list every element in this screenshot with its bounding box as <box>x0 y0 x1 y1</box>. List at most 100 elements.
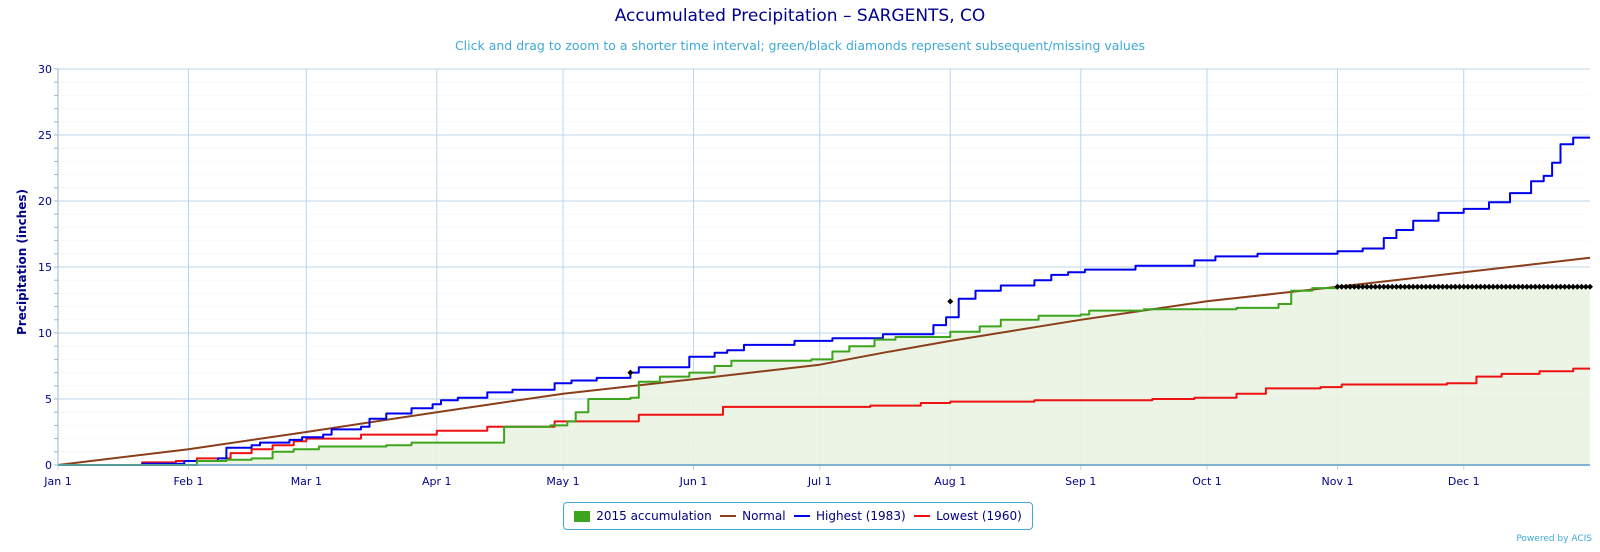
legend-item-lowest[interactable]: Lowest (1960) <box>914 509 1022 523</box>
y-axis-label: Precipitation (inches) <box>15 189 29 335</box>
missing-value-diamond <box>1536 283 1543 290</box>
x-tick-label: Sep 1 <box>1065 475 1096 488</box>
missing-value-diamond <box>1515 283 1522 290</box>
missing-value-diamond <box>1507 283 1514 290</box>
missing-value-diamond <box>1519 283 1526 290</box>
missing-value-diamond <box>1389 283 1396 290</box>
y-tick-label: 5 <box>45 393 52 406</box>
missing-value-diamond <box>1502 283 1509 290</box>
y-tick-label: 15 <box>38 261 52 274</box>
y-tick-label: 0 <box>45 459 52 472</box>
series-line-highest <box>58 136 1590 466</box>
missing-value-diamond <box>1363 283 1370 290</box>
accumulation-area <box>58 286 1590 465</box>
missing-value-diamond <box>1431 283 1438 290</box>
missing-value-diamond <box>1452 283 1459 290</box>
missing-value-diamond <box>1469 283 1476 290</box>
legend-label-accumulation: 2015 accumulation <box>596 509 712 523</box>
missing-value-diamond <box>1511 283 1518 290</box>
missing-value-diamond <box>1565 283 1572 290</box>
legend-swatch-lowest <box>914 515 931 517</box>
missing-value-diamond <box>1540 283 1547 290</box>
y-tick-label: 25 <box>38 129 52 142</box>
missing-value-diamond <box>1418 283 1425 290</box>
missing-value-diamond <box>1587 283 1593 290</box>
missing-value-diamond <box>1347 283 1354 290</box>
missing-value-diamond <box>1481 283 1488 290</box>
missing-value-diamond <box>1464 283 1471 290</box>
missing-value-diamond <box>1427 283 1434 290</box>
missing-value-diamond <box>1334 283 1341 290</box>
missing-value-diamond <box>1490 283 1497 290</box>
missing-value-diamond <box>1414 283 1421 290</box>
legend-label-lowest: Lowest (1960) <box>936 509 1022 523</box>
powered-by-link[interactable]: Powered by ACIS <box>1516 534 1592 544</box>
missing-value-diamond <box>1485 283 1492 290</box>
missing-value-diamond <box>1401 283 1408 290</box>
series-line-normal <box>57 256 1591 466</box>
chart-legend: 2015 accumulation Normal Highest (1983) … <box>563 502 1033 530</box>
missing-value-diamond <box>1380 283 1387 290</box>
missing-value-diamond <box>1544 283 1551 290</box>
missing-value-diamond <box>1439 283 1446 290</box>
chart-axes: 0 5 10 15 20 25 30 Jan 1 Feb 1 Mar 1 Apr 1 May 1 Jun… <box>38 63 1590 488</box>
missing-value-diamond <box>1561 283 1568 290</box>
missing-value-diamond <box>1397 283 1404 290</box>
x-tick-label: Mar 1 <box>291 475 322 488</box>
missing-value-diamond <box>1570 283 1577 290</box>
missing-value-diamond <box>1582 283 1589 290</box>
legend-swatch-accumulation <box>574 510 591 522</box>
missing-value-diamond <box>1523 283 1530 290</box>
legend-label-highest: Highest (1983) <box>816 509 906 523</box>
chart-series <box>57 136 1591 466</box>
missing-value-diamond <box>1528 283 1535 290</box>
missing-value-diamond <box>1557 283 1564 290</box>
x-tick-label: Dec 1 <box>1448 475 1480 488</box>
missing-value-diamond <box>1372 283 1379 290</box>
missing-value-diamond <box>1351 283 1358 290</box>
x-tick-label: Jun 1 <box>679 475 708 488</box>
series-line-lowest <box>58 367 1590 466</box>
x-tick-label: Feb 1 <box>173 475 203 488</box>
missing-value-diamond <box>1406 283 1413 290</box>
missing-value-diamond <box>1473 283 1480 290</box>
missing-value-diamond <box>1549 283 1556 290</box>
x-tick-label: Jan 1 <box>43 475 71 488</box>
missing-value-diamond <box>1338 283 1345 290</box>
missing-value-diamond <box>1435 283 1442 290</box>
legend-item-highest[interactable]: Highest (1983) <box>794 509 906 523</box>
legend-item-normal[interactable]: Normal <box>720 509 786 523</box>
legend-item-accumulation[interactable]: 2015 accumulation <box>574 509 712 523</box>
missing-value-diamond <box>1498 283 1505 290</box>
missing-value-diamond <box>1532 283 1539 290</box>
x-tick-label: Aug 1 <box>934 475 966 488</box>
missing-value-diamond <box>1410 283 1417 290</box>
missing-value-diamond <box>1422 283 1429 290</box>
chart-subtitle: Click and drag to zoom to a shorter time… <box>454 38 1146 53</box>
missing-value-diamond <box>1460 283 1467 290</box>
missing-value-diamond <box>1368 283 1375 290</box>
chart-markers <box>627 283 1593 376</box>
missing-value-diamond <box>1342 283 1349 290</box>
x-tick-label: Jul 1 <box>807 475 832 488</box>
x-tick-label: Oct 1 <box>1192 475 1222 488</box>
missing-value-diamond <box>1359 283 1366 290</box>
x-tick-label: May 1 <box>546 475 579 488</box>
missing-value-diamond <box>1578 283 1585 290</box>
missing-value-diamond <box>1574 283 1581 290</box>
missing-value-diamond <box>1456 283 1463 290</box>
legend-label-normal: Normal <box>742 509 786 523</box>
legend-swatch-highest <box>794 515 810 517</box>
missing-value-diamond <box>1393 283 1400 290</box>
chart-title: Accumulated Precipitation – SARGENTS, CO <box>614 6 986 26</box>
x-tick-label: Apr 1 <box>422 475 452 488</box>
value-diamond <box>627 369 634 376</box>
series-line-accumulation <box>58 286 1339 466</box>
missing-value-diamond <box>1384 283 1391 290</box>
y-tick-label: 20 <box>38 195 52 208</box>
missing-value-diamond <box>1376 283 1383 290</box>
missing-value-diamond <box>1553 283 1560 290</box>
missing-value-diamond <box>1443 283 1450 290</box>
missing-value-diamond <box>1355 283 1362 290</box>
